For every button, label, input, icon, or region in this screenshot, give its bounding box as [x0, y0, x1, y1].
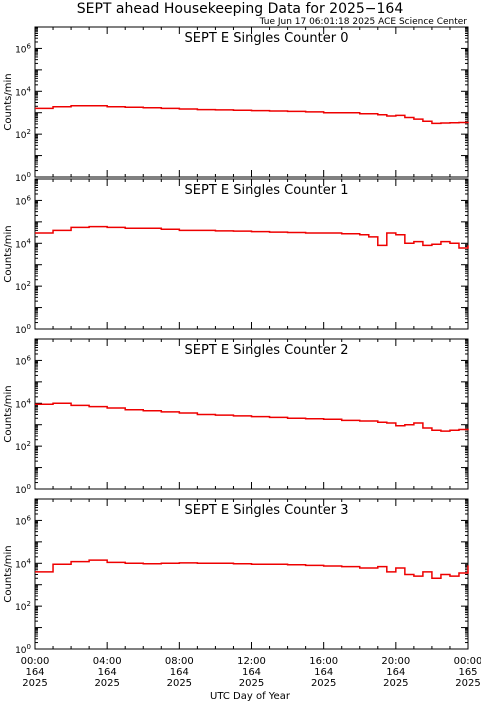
x-axis-label: UTC Day of Year [210, 691, 291, 702]
panel-2: 100 102 104 106 Counts/min SEPT E Singles Cou… [3, 338, 469, 496]
y-tick-label: 104 [15, 85, 31, 98]
figure-title: SEPT ahead Housekeeping Data for 2025−16… [77, 1, 404, 17]
panel-title: SEPT E Singles Counter 3 [185, 503, 349, 518]
x-tick-label-time: 16:00 [309, 656, 338, 667]
x-tick-label-year: 2025 [383, 678, 408, 689]
series-line [35, 105, 469, 125]
panel-0: 100 102 104 106 Counts/min SEPT E Singles Cou… [3, 26, 469, 184]
panel-title: SEPT E Singles Counter 0 [185, 31, 349, 46]
x-tick-label-time: 20:00 [381, 656, 410, 667]
x-tick-label-time: 00:00 [21, 656, 50, 667]
y-tick-label: 100 [15, 323, 31, 336]
panel-frame [34, 178, 469, 330]
y-tick-label: 102 [15, 128, 31, 141]
x-tick-label-time: 08:00 [165, 656, 194, 667]
y-tick-label: 102 [15, 600, 31, 613]
x-tick-label-year: 2025 [167, 678, 192, 689]
panel-frame [34, 498, 469, 650]
x-tick-label-time: 04:00 [93, 656, 122, 667]
timestamp: Tue Jun 17 06:01:18 2025 ACE Science Cen… [259, 17, 468, 27]
x-tick-label-year: 2025 [455, 678, 480, 689]
series-line [35, 559, 469, 580]
panel-title: SEPT E Singles Counter 2 [185, 343, 349, 358]
y-tick-label: 106 [15, 514, 31, 527]
x-tick-label-year: 2025 [311, 678, 336, 689]
x-tick-label-year: 2025 [94, 678, 119, 689]
y-tick-label: 102 [15, 280, 31, 293]
x-tick-label-doy: 164 [314, 667, 333, 678]
x-tick-label-doy: 164 [242, 667, 261, 678]
x-tick-label-time: 12:00 [237, 656, 266, 667]
panel-title: SEPT E Singles Counter 1 [185, 183, 349, 198]
x-tick-label-doy: 164 [386, 667, 405, 678]
y-tick-label: 106 [15, 354, 31, 367]
y-axis-label: Counts/min [3, 225, 14, 282]
panel-3: 100 102 104 106 Counts/min SEPT E Singles Cou… [3, 498, 469, 656]
x-tick-label-year: 2025 [22, 678, 47, 689]
x-tick-label-doy: 164 [98, 667, 117, 678]
x-tick-label-doy: 164 [170, 667, 189, 678]
y-tick-label: 106 [15, 42, 31, 55]
y-tick-label: 100 [15, 643, 31, 656]
y-tick-label: 106 [15, 194, 31, 207]
y-tick-label: 104 [15, 557, 31, 570]
y-axis-label: Counts/min [3, 385, 14, 442]
series-line [35, 225, 469, 249]
x-tick-label-doy: 164 [25, 667, 44, 678]
panel-frame [34, 26, 469, 178]
y-tick-label: 102 [15, 440, 31, 453]
y-tick-label: 104 [15, 397, 31, 410]
y-tick-label: 100 [15, 171, 31, 184]
panel-1: 100 102 104 106 Counts/min SEPT E Singles Cou… [3, 178, 469, 336]
y-tick-label: 104 [15, 237, 31, 250]
x-tick-label-year: 2025 [239, 678, 264, 689]
y-axis-label: Counts/min [3, 545, 14, 602]
y-axis-label: Counts/min [3, 73, 14, 130]
x-tick-label-time: 00:00 [454, 656, 481, 667]
panel-frame [34, 338, 469, 490]
series-line [35, 402, 469, 432]
y-tick-label: 100 [15, 483, 31, 496]
x-tick-label-doy: 165 [458, 667, 477, 678]
